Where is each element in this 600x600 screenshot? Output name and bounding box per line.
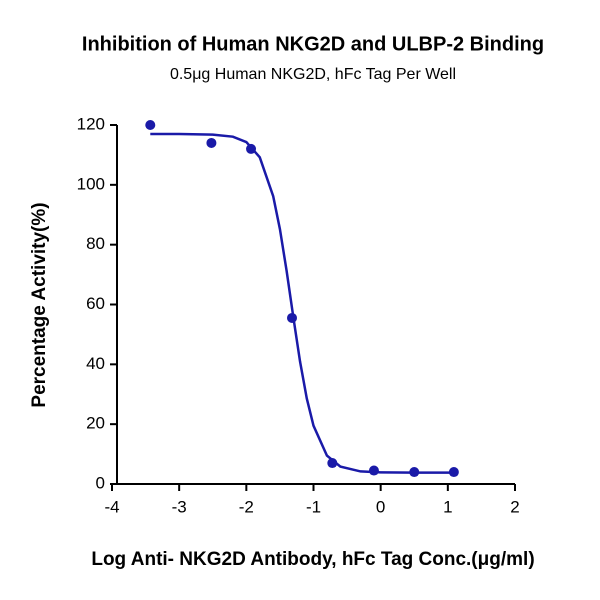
y-tick-label: 0 (96, 473, 105, 492)
x-tick-label: 2 (510, 497, 519, 516)
data-point (145, 120, 156, 130)
x-axis-label: Log Anti- NKG2D Antibody, hFc Tag Conc.(… (91, 549, 534, 570)
x-tick-label: -1 (306, 497, 321, 516)
fit-curve (150, 132, 454, 474)
x-tick-label: 1 (443, 497, 452, 516)
x-tick-label: -3 (172, 497, 187, 516)
y-tick-label: 100 (77, 174, 105, 193)
chart-subtitle: 0.5μg Human NKG2D, hFc Tag Per Well (170, 66, 456, 83)
y-tick-label: 60 (86, 294, 105, 313)
y-tick-label: 20 (86, 414, 105, 433)
x-tick-label: 0 (376, 497, 385, 516)
x-tick-label: -4 (104, 497, 119, 516)
data-point (368, 465, 379, 476)
y-tick-label: 120 (77, 114, 105, 133)
chart-title: Inhibition of Human NKG2D and ULBP-2 Bin… (82, 33, 544, 55)
x-tick-label: -2 (239, 497, 254, 516)
y-axis-label: Percentage Activity(%) (29, 202, 50, 407)
y-tick-label: 80 (86, 234, 105, 253)
data-point (206, 137, 217, 148)
y-tick-label: 40 (86, 354, 105, 373)
